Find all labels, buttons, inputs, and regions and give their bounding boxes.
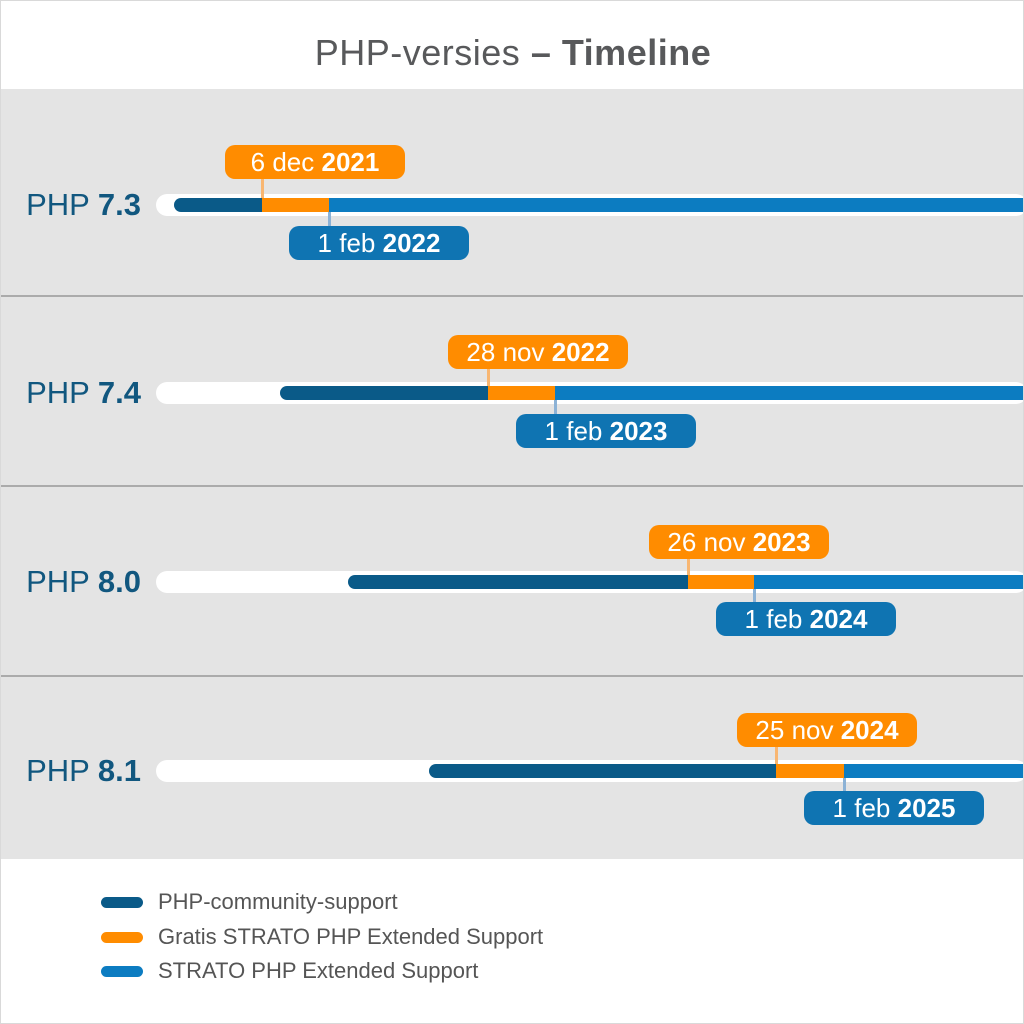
badge-date-regular: 1 feb: [744, 604, 810, 634]
community-end-connector: [775, 747, 778, 764]
badge-date-regular: 6 dec: [250, 147, 322, 177]
badge-date-year: 2024: [809, 604, 868, 634]
gratis-extended-support-bar: [488, 386, 555, 400]
badge-date-regular: 1 feb: [317, 228, 383, 258]
community-end-date-badge: 6 dec 2021: [225, 145, 405, 179]
extended-start-date-badge: 1 feb 2024: [716, 602, 896, 636]
row-label-regular: PHP: [26, 753, 98, 788]
row-label-version: 8.1: [97, 753, 141, 788]
row-label-regular: PHP: [26, 187, 98, 222]
row-label: PHP 8.0: [21, 564, 141, 600]
badge-date-year: 2023: [752, 527, 811, 557]
row-label: PHP 8.1: [21, 753, 141, 789]
badge-date-year: 2021: [321, 147, 380, 177]
gratis-extended-support-bar: [262, 198, 329, 212]
extended-start-date-badge: 1 feb 2023: [516, 414, 696, 448]
legend-swatch-extended: [101, 965, 143, 977]
badge-date-regular: 25 nov: [755, 715, 841, 745]
legend-swatch-community: [101, 896, 143, 908]
badge-date-year: 2025: [897, 793, 956, 823]
community-support-bar: [280, 386, 488, 400]
row-label-version: 7.4: [97, 375, 141, 410]
badge-date-regular: 1 feb: [544, 416, 610, 446]
row-label-regular: PHP: [26, 375, 98, 410]
legend-swatch-gratis-extended: [101, 931, 143, 943]
extended-start-connector: [843, 778, 846, 791]
extended-start-connector: [328, 212, 331, 226]
extended-start-date-badge: 1 feb 2025: [804, 791, 984, 825]
chart-title-bold: – Timeline: [530, 32, 712, 73]
row-band: [1, 89, 1023, 295]
community-end-connector: [261, 179, 264, 198]
gratis-extended-support-bar: [688, 575, 754, 589]
extended-start-date-badge: 1 feb 2022: [289, 226, 469, 260]
legend-label-community: PHP-community-support: [158, 889, 398, 914]
badge-date-regular: 26 nov: [667, 527, 753, 557]
community-end-date-badge: 25 nov 2024: [737, 713, 917, 747]
community-support-bar: [174, 198, 262, 212]
badge-date-regular: 1 feb: [832, 793, 898, 823]
badge-date-year: 2023: [609, 416, 668, 446]
row-label: PHP 7.3: [21, 187, 141, 223]
gratis-extended-support-bar: [776, 764, 844, 778]
legend-label-extended: STRATO PHP Extended Support: [158, 958, 479, 983]
extended-start-connector: [554, 400, 557, 414]
extended-support-bar: [754, 575, 1023, 589]
row-label: PHP 7.4: [21, 375, 141, 411]
badge-date-year: 2024: [840, 715, 899, 745]
extended-support-bar: [329, 198, 1023, 212]
extended-support-bar: [844, 764, 1023, 778]
row-label-version: 7.3: [97, 187, 141, 222]
community-support-bar: [429, 764, 776, 778]
chart-title: PHP-versies – Timeline: [1, 32, 1023, 74]
community-support-bar: [348, 575, 688, 589]
community-end-connector: [487, 369, 490, 386]
extended-start-connector: [753, 589, 756, 602]
badge-date-year: 2022: [551, 337, 610, 367]
community-end-connector: [687, 559, 690, 575]
badge-date-year: 2022: [382, 228, 441, 258]
chart-title-regular: PHP-versies: [314, 32, 521, 73]
badge-date-regular: 28 nov: [466, 337, 552, 367]
row-label-regular: PHP: [26, 564, 98, 599]
legend-label-gratis-extended: Gratis STRATO PHP Extended Support: [158, 924, 544, 949]
community-end-date-badge: 28 nov 2022: [448, 335, 628, 369]
row-label-version: 8.0: [97, 564, 141, 599]
community-end-date-badge: 26 nov 2023: [649, 525, 829, 559]
extended-support-bar: [555, 386, 1023, 400]
